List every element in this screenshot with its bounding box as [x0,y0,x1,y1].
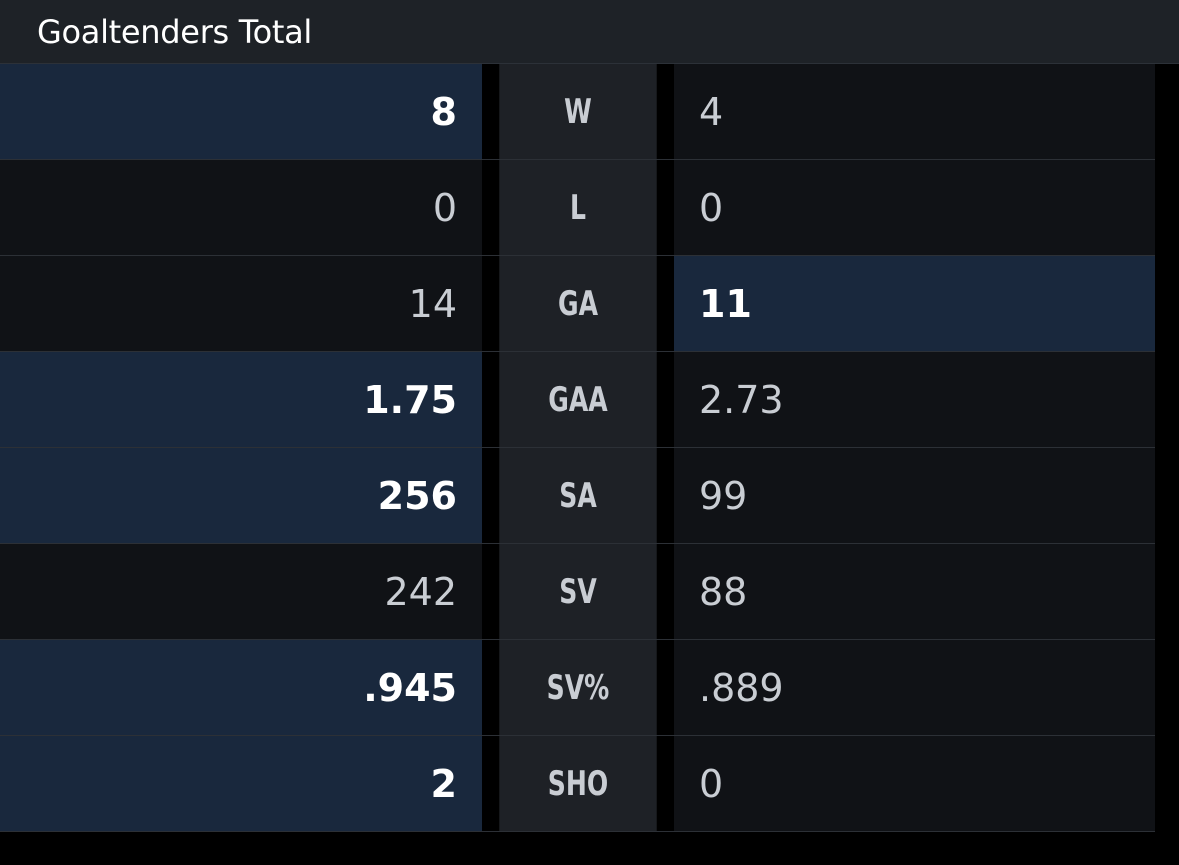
stat-label: SV [499,544,657,640]
row-edge [1155,64,1179,160]
team-right-value: 99 [674,448,1155,544]
stat-row-sa: 256 SA 99 [0,448,1179,544]
row-edge [1155,160,1179,256]
row-edge [1155,256,1179,352]
team-left-value: 14 [0,256,482,352]
stat-row-ga: 14 GA 11 [0,256,1179,352]
stat-label: SA [499,448,657,544]
stat-row-w: 8 W 4 [0,64,1179,160]
team-left-value: 2 [0,736,482,832]
stat-row-sv: 242 SV 88 [0,544,1179,640]
stat-row-l: 0 L 0 [0,160,1179,256]
stats-table: 8 W 4 0 L 0 14 GA 11 1.75 GAA 2.73 256 S… [0,64,1179,832]
section-title: Goaltenders Total [37,12,313,51]
team-right-value: .889 [674,640,1155,736]
row-edge [1155,352,1179,448]
team-left-value: 8 [0,64,482,160]
team-right-value: 88 [674,544,1155,640]
stat-label: W [499,64,657,160]
team-right-value: 0 [674,160,1155,256]
stat-label: SV% [499,640,657,736]
team-right-value: 0 [674,736,1155,832]
stat-label: L [499,160,657,256]
stat-row-sv-pct: .945 SV% .889 [0,640,1179,736]
row-edge [1155,640,1179,736]
row-edge [1155,736,1179,832]
team-left-value: 0 [0,160,482,256]
stat-label: GAA [499,352,657,448]
row-edge [1155,448,1179,544]
team-left-value: 256 [0,448,482,544]
goaltenders-total-panel: Goaltenders Total 8 W 4 0 L 0 14 GA 11 1… [0,0,1179,832]
stat-label: GA [499,256,657,352]
stat-row-sho: 2 SHO 0 [0,736,1179,832]
team-left-value: .945 [0,640,482,736]
team-left-value: 242 [0,544,482,640]
team-left-value: 1.75 [0,352,482,448]
section-header: Goaltenders Total [0,0,1179,64]
team-right-value: 11 [674,256,1155,352]
team-right-value: 4 [674,64,1155,160]
row-edge [1155,544,1179,640]
stat-label: SHO [499,736,657,832]
stat-row-gaa: 1.75 GAA 2.73 [0,352,1179,448]
team-right-value: 2.73 [674,352,1155,448]
